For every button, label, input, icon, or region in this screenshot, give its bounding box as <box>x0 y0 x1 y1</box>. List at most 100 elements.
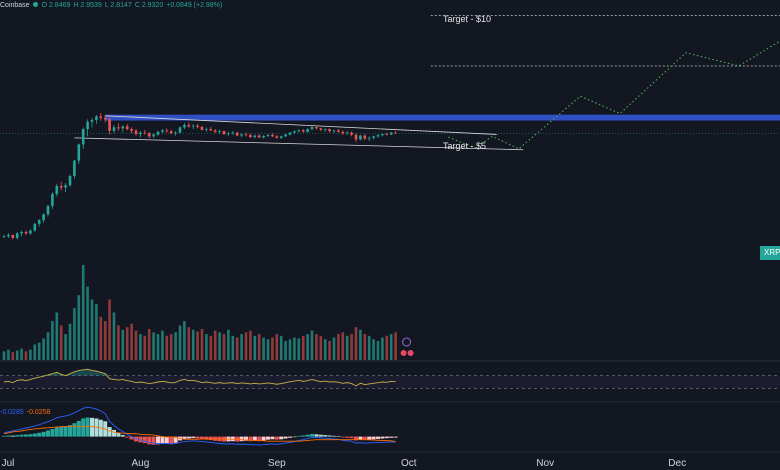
projection-path <box>448 40 780 150</box>
volume-bar <box>332 337 336 360</box>
candle <box>46 204 50 217</box>
candle <box>95 114 98 124</box>
macd-hist-bar <box>6 435 11 437</box>
volume-bar <box>15 350 19 360</box>
candle-body <box>266 134 270 136</box>
candle-body <box>205 129 208 130</box>
macd-hist-bar <box>367 436 372 440</box>
candle <box>262 135 265 139</box>
volume-bar <box>20 348 23 360</box>
volume-bar <box>275 334 279 360</box>
volume-bar <box>240 334 243 360</box>
candle <box>372 135 375 140</box>
macd-hist-bar <box>32 433 37 437</box>
macd-hist-bar <box>257 436 262 442</box>
macd-hist-bar <box>191 436 196 439</box>
candle-body <box>156 131 160 135</box>
macd-hist-bar <box>85 417 90 437</box>
macd-hist-bar <box>46 430 50 437</box>
x-tick-jul: Jul <box>1 458 15 469</box>
candle <box>381 133 384 137</box>
candle <box>169 129 173 135</box>
signal-value: -0.0258 <box>26 409 51 416</box>
candle-body <box>231 132 235 134</box>
candle-body <box>112 127 116 131</box>
macd-hist-bar <box>318 434 323 437</box>
candle-body <box>42 214 45 221</box>
macd-value: -0.0285 <box>0 409 24 416</box>
signal-line <box>3 425 396 442</box>
volume-bar <box>130 323 133 360</box>
candle <box>235 131 239 137</box>
volume-bar <box>55 312 59 360</box>
macd-hist-bar <box>283 436 288 439</box>
candle <box>103 114 107 123</box>
candle-body <box>297 130 301 132</box>
candle <box>2 234 6 238</box>
candle-body <box>227 133 230 135</box>
macd-hist-bar <box>345 436 350 438</box>
candle <box>11 234 15 240</box>
macd-hist-bar <box>164 436 169 444</box>
candle-body <box>77 144 81 161</box>
macd-hist-bar <box>332 435 336 437</box>
candle <box>174 131 177 136</box>
volume-bar <box>103 321 107 360</box>
volume-bar <box>319 335 323 360</box>
candle <box>389 131 393 136</box>
candle <box>279 135 283 140</box>
macd-hist-bar <box>125 436 130 438</box>
candle <box>332 129 336 134</box>
macd-hist-bar <box>63 426 68 437</box>
candle-body <box>130 129 133 131</box>
candle-body <box>134 130 138 135</box>
macd-hist-bar <box>15 435 20 437</box>
macd-hist-bar <box>340 436 345 438</box>
macd-hist-bar <box>156 436 160 445</box>
macd-hist-bar <box>248 436 253 442</box>
candle <box>249 133 252 138</box>
candle <box>147 131 151 139</box>
macd-hist-bar <box>68 425 72 437</box>
volume-bar <box>328 341 331 360</box>
volume-bar <box>363 334 367 360</box>
candle <box>165 128 169 133</box>
candle-body <box>108 119 111 131</box>
exchange-name: Coinbase <box>0 2 30 9</box>
macd-hist-bar <box>120 435 125 437</box>
candle-body <box>341 131 345 134</box>
candle <box>363 134 367 141</box>
resistance-zone <box>105 114 780 121</box>
macd-hist-bar <box>310 433 314 437</box>
macd-hist-bar <box>90 417 94 437</box>
volume-bar <box>200 328 204 360</box>
candle <box>37 218 41 227</box>
price-badge[interactable]: XRP <box>760 246 780 260</box>
volume-bar <box>196 331 199 360</box>
candle <box>337 129 340 133</box>
candle <box>297 129 301 133</box>
candle-body <box>240 134 243 136</box>
candle <box>200 125 204 131</box>
ohlc-open: O 2.8469 <box>41 2 71 9</box>
candle-body <box>20 231 23 234</box>
macd-hist-bar <box>314 434 319 437</box>
volume-bar <box>213 330 217 360</box>
macd-hist-bar <box>59 426 64 437</box>
candle-body <box>143 132 147 134</box>
candle <box>121 125 125 133</box>
candle <box>205 127 208 132</box>
candle-body <box>288 132 292 135</box>
candle <box>354 133 358 143</box>
volume-bar <box>385 335 389 360</box>
candle-body <box>59 185 63 188</box>
candle-body <box>213 130 217 132</box>
candle <box>20 230 23 237</box>
candle <box>328 128 331 133</box>
candle-body <box>284 134 287 137</box>
volume-bar <box>7 349 10 360</box>
candle-body <box>218 131 221 132</box>
candle <box>240 133 243 138</box>
ohlc-close: C 2.9320 <box>134 2 164 9</box>
flag-marker-icon <box>400 350 407 356</box>
